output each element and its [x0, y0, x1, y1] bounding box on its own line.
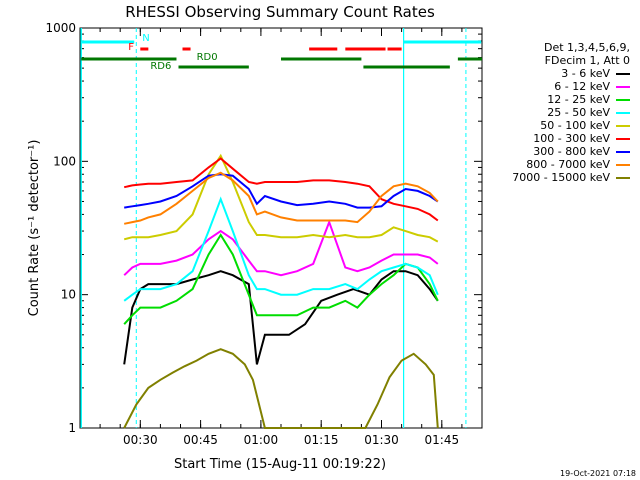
- legend-swatch: [616, 99, 630, 101]
- legend-entry-label: 800 - 7000 keV: [526, 158, 610, 171]
- x-axis-label: Start Time (15-Aug-11 00:19:22): [174, 457, 386, 472]
- chart-title: RHESSI Observing Summary Count Rates: [125, 3, 435, 21]
- y-axis-label: Count Rate (s⁻¹ detector⁻¹): [27, 140, 42, 317]
- observing-flags: NF RD0 RD6: [80, 28, 482, 428]
- series-line-1: [123, 270, 439, 365]
- legend-entry: 3 - 6 keV: [561, 67, 630, 80]
- x-tick-label: 01:45: [425, 433, 460, 447]
- y-tick-label: 1000: [45, 21, 76, 35]
- x-tick-label: 01:15: [304, 433, 339, 447]
- legend-entry: 50 - 100 keV: [540, 119, 630, 132]
- legend-swatch: [616, 177, 630, 179]
- legend-entry: 300 - 800 keV: [533, 145, 630, 158]
- series-line-2: [123, 219, 439, 277]
- legend-entry-label: 25 - 50 keV: [547, 106, 610, 119]
- legend-entry-label: 100 - 300 keV: [533, 132, 610, 145]
- x-tick-label: 01:00: [244, 433, 279, 447]
- series-line-5: [123, 153, 439, 243]
- legend-entry: 12 - 25 keV: [547, 93, 630, 106]
- series-line-4: [123, 196, 439, 302]
- legend-header: FDecim 1, Att 0: [544, 54, 630, 67]
- legend-entry: 100 - 300 keV: [533, 132, 630, 145]
- series-lines: [123, 153, 439, 429]
- legend-swatch: [616, 125, 630, 127]
- legend-entry: 800 - 7000 keV: [526, 158, 630, 171]
- flag-label: F: [128, 42, 134, 53]
- legend-entry-label: 6 - 12 keV: [554, 80, 610, 93]
- y-tick-label: 1: [68, 421, 76, 435]
- legend-entry: 6 - 12 keV: [554, 80, 630, 93]
- y-tick-label: 100: [53, 154, 76, 168]
- legend-swatch: [616, 112, 630, 114]
- tick-labels: 1 10 100 1000 00:30 00:45 01:00 01:15 01:30 01:45: [45, 21, 459, 447]
- flag-label: N: [142, 33, 149, 44]
- legend-swatch: [616, 151, 630, 153]
- plot-frame: [79, 27, 483, 429]
- legend-swatch: [616, 164, 630, 166]
- legend-swatch: [616, 86, 630, 88]
- series-line-9: [123, 348, 439, 429]
- legend-swatch: [616, 73, 630, 75]
- legend-entry: 7000 - 15000 keV: [512, 171, 630, 184]
- legend-swatch: [616, 138, 630, 140]
- series-line-8: [123, 171, 439, 225]
- flag-label: RD0: [197, 52, 218, 63]
- tick-marks: [80, 28, 482, 429]
- legend-entry-label: 50 - 100 keV: [540, 119, 610, 132]
- legend-entry-label: 300 - 800 keV: [533, 145, 610, 158]
- legend-header: Det 1,3,4,5,6,9,: [543, 41, 630, 54]
- legend-entry-label: 7000 - 15000 keV: [512, 171, 610, 184]
- legend-entry-label: 3 - 6 keV: [561, 67, 610, 80]
- series-line-6: [123, 157, 439, 222]
- legend-entry-label: 12 - 25 keV: [547, 93, 610, 106]
- x-tick-label: 00:30: [123, 433, 158, 447]
- legend-entry: 25 - 50 keV: [547, 106, 630, 119]
- timestamp: 19-Oct-2021 07:18: [560, 469, 636, 478]
- x-tick-label: 01:30: [364, 433, 399, 447]
- x-tick-label: 00:45: [183, 433, 218, 447]
- series-line-7: [124, 173, 439, 209]
- y-tick-label: 10: [61, 288, 76, 302]
- series-line-3: [123, 233, 439, 325]
- flag-label: RD6: [150, 61, 171, 72]
